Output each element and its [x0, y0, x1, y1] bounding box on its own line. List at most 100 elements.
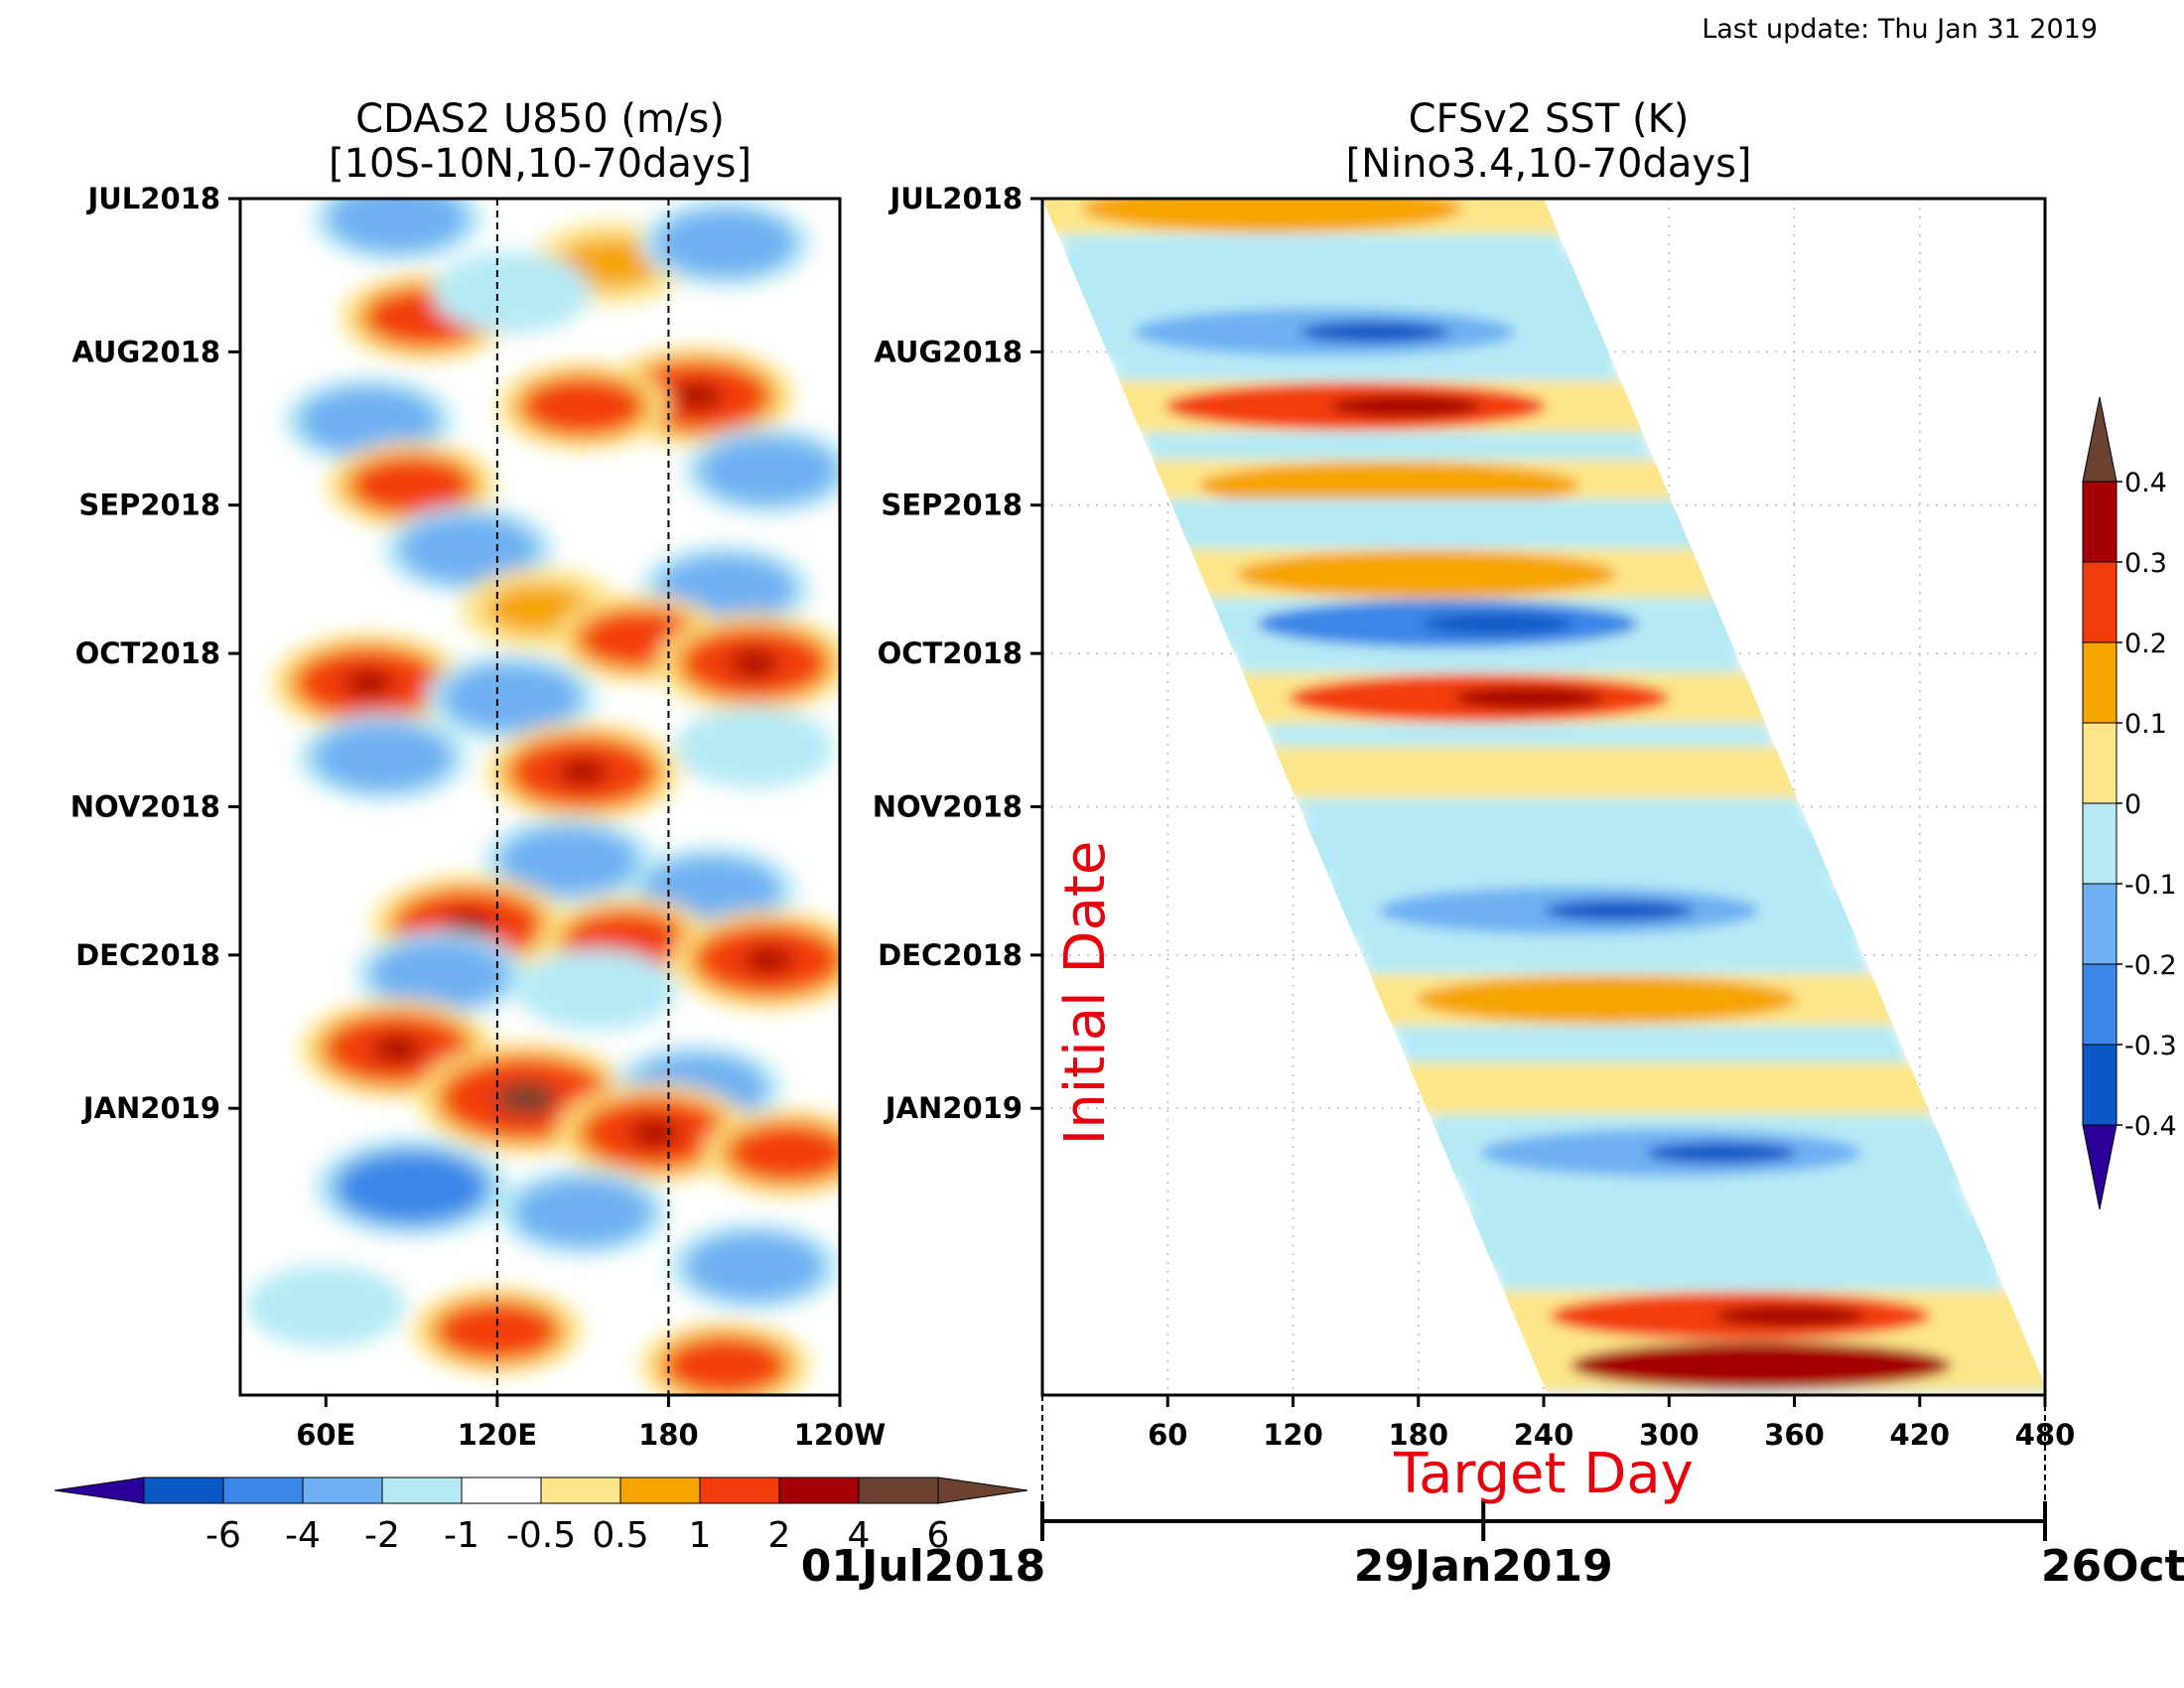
left-anomaly-blob — [729, 1125, 840, 1182]
right-anomaly-band-core — [1544, 900, 1695, 922]
right-x-tick-label: 240 — [1514, 1418, 1574, 1452]
right-colorbar-label: 0 — [2124, 789, 2141, 820]
left-anomaly-blob — [338, 199, 458, 246]
left-anomaly-blob-core — [371, 1035, 423, 1063]
right-y-axis: JUL2018 AUG2018 SEP2018 OCT2018 NOV2018 DEC20… — [873, 182, 1042, 1125]
left-anomaly-blob — [409, 521, 529, 578]
right-anomaly-band — [1113, 258, 1494, 307]
left-anomaly-blob-core — [386, 1174, 437, 1201]
right-anomaly-band — [1453, 1064, 1835, 1113]
left-colorbar-label: -2 — [364, 1515, 400, 1556]
right-anomaly-band-core — [1330, 395, 1481, 418]
left-anomaly-blob — [523, 378, 643, 435]
right-colorbar-swatch — [2082, 481, 2117, 563]
right-y-tick-label: AUG2018 — [874, 335, 1023, 368]
left-colorbar-swatch — [381, 1477, 463, 1504]
left-colorbar-label: 0.5 — [592, 1515, 648, 1556]
right-y-tick-label: SEP2018 — [881, 489, 1023, 522]
right-colorbar-label: -0.1 — [2124, 870, 2177, 901]
date-axis-label: 01Jul2018 — [801, 1541, 1045, 1592]
left-colorbar-label: -4 — [285, 1515, 321, 1556]
right-chart-subtitle: [Nino3.4,10-70days] — [1345, 141, 1751, 187]
right-x-axis: 60 120 180 240 300 360 420 480 — [1148, 1395, 2075, 1452]
left-colorbar-swatch — [222, 1477, 304, 1504]
right-anomaly-band-core — [1298, 321, 1450, 344]
left-colorbar-upper-arrow — [937, 1477, 1028, 1504]
right-colorbar-lower-arrow — [2082, 1124, 2117, 1210]
right-anomaly-band — [1215, 500, 1597, 549]
right-x-tick-label: 300 — [1639, 1418, 1700, 1452]
date-axis: 01Jul2018 29Jan2019 26Oct2019 — [801, 1395, 2184, 1592]
left-anomaly-blob — [665, 214, 785, 271]
right-anomaly-band — [1416, 975, 1798, 1024]
right-anomaly-field — [1042, 199, 2050, 1395]
date-axis-label: 29Jan2019 — [1354, 1541, 1613, 1592]
left-y-tick-label: JUL2018 — [85, 182, 220, 215]
left-colorbar-label: 1 — [689, 1515, 712, 1556]
left-anomaly-blob — [651, 863, 771, 919]
left-anomaly-blob — [452, 669, 572, 726]
right-colorbar-swatch — [2082, 722, 2117, 804]
left-colorbar-swatch — [858, 1477, 939, 1504]
right-x-axis-label: Target Day — [1393, 1442, 1694, 1506]
left-anomaly-blob — [309, 393, 429, 450]
left-y-tick-label: OCT2018 — [75, 636, 220, 670]
left-anomaly-blob — [323, 729, 443, 785]
left-chart-title: CDAS2 U850 (m/s) — [355, 96, 725, 142]
left-x-tick-label: 120E — [458, 1418, 537, 1452]
right-colorbar-label: 0.2 — [2124, 629, 2167, 659]
right-anomaly-band — [1081, 199, 1463, 232]
left-y-tick-label: DEC2018 — [75, 938, 220, 972]
left-x-tick-label: 120W — [794, 1418, 887, 1452]
right-y-tick-label: JUL2018 — [887, 182, 1023, 215]
right-x-tick-label: 420 — [1889, 1418, 1950, 1452]
left-colorbar-label: 4 — [848, 1515, 871, 1556]
right-anomaly-band-core — [1453, 686, 1605, 709]
right-anomaly-band-core — [1422, 613, 1573, 635]
left-reference-lines — [495, 199, 670, 1395]
left-anomaly-blob — [380, 946, 500, 1003]
right-y-tick-label: DEC2018 — [878, 938, 1023, 972]
left-anomaly-blob-core — [729, 649, 779, 677]
left-colorbar-lower-arrow — [54, 1477, 145, 1504]
left-colorbar: -6 -4 -2 -1 -0.5 0.5 1 2 4 6 — [54, 1477, 1028, 1556]
left-x-axis: 60E 120E 180 120W — [296, 1395, 886, 1452]
left-colorbar-swatch — [619, 1477, 701, 1504]
right-anomaly-band — [1319, 748, 1702, 796]
left-y-tick-label: JAN2019 — [81, 1091, 220, 1125]
right-x-tick-label: 180 — [1388, 1418, 1448, 1452]
right-anomaly-band — [1236, 550, 1618, 599]
left-colorbar-swatch — [143, 1477, 224, 1504]
right-anomaly-band — [1353, 827, 1734, 876]
right-colorbar-swatch — [2082, 561, 2117, 643]
right-y-axis-label: Initial Date — [1053, 841, 1118, 1146]
left-anomaly-blob — [523, 1184, 643, 1240]
right-x-tick-label: 120 — [1263, 1418, 1323, 1452]
last-update: Last update: Thu Jan 31 2019 — [1702, 14, 2098, 45]
right-anomaly-band-core — [1714, 1305, 1866, 1328]
right-colorbar-swatch — [2082, 1044, 2117, 1126]
right-colorbar-label: 0.3 — [2124, 548, 2167, 579]
left-anomaly-blob — [700, 722, 808, 773]
left-anomaly-blob-core — [343, 669, 394, 697]
left-y-tick-label: NOV2018 — [70, 789, 220, 823]
left-y-tick-label: AUG2018 — [71, 335, 220, 368]
right-y-tick-label: OCT2018 — [878, 636, 1023, 670]
right-colorbar-label: -0.3 — [2124, 1031, 2177, 1061]
left-colorbar-swatch — [778, 1477, 860, 1504]
left-anomaly-blob — [272, 1281, 380, 1332]
left-colorbar-label: 6 — [927, 1515, 950, 1556]
left-anomaly-blob — [351, 457, 472, 513]
left-anomaly-blob — [709, 442, 829, 498]
left-anomaly-blob — [665, 561, 785, 618]
left-colorbar-swatch — [461, 1477, 542, 1504]
left-anomaly-blob — [508, 833, 628, 890]
right-colorbar-swatch — [2082, 802, 2117, 885]
left-anomaly-blob-core — [628, 1119, 680, 1147]
right-colorbar: 0.4 0.3 0.2 0.1 0 -0.1 -0.2 -0.3 -0.4 — [2082, 396, 2177, 1210]
left-panel: CDAS2 U850 (m/s) [10S-10N,10-70days] JUL… — [54, 96, 1028, 1556]
right-anomaly-band-core — [1735, 1354, 1887, 1377]
left-anomaly-blob-core — [557, 759, 609, 786]
left-colorbar-label: 2 — [768, 1515, 791, 1556]
